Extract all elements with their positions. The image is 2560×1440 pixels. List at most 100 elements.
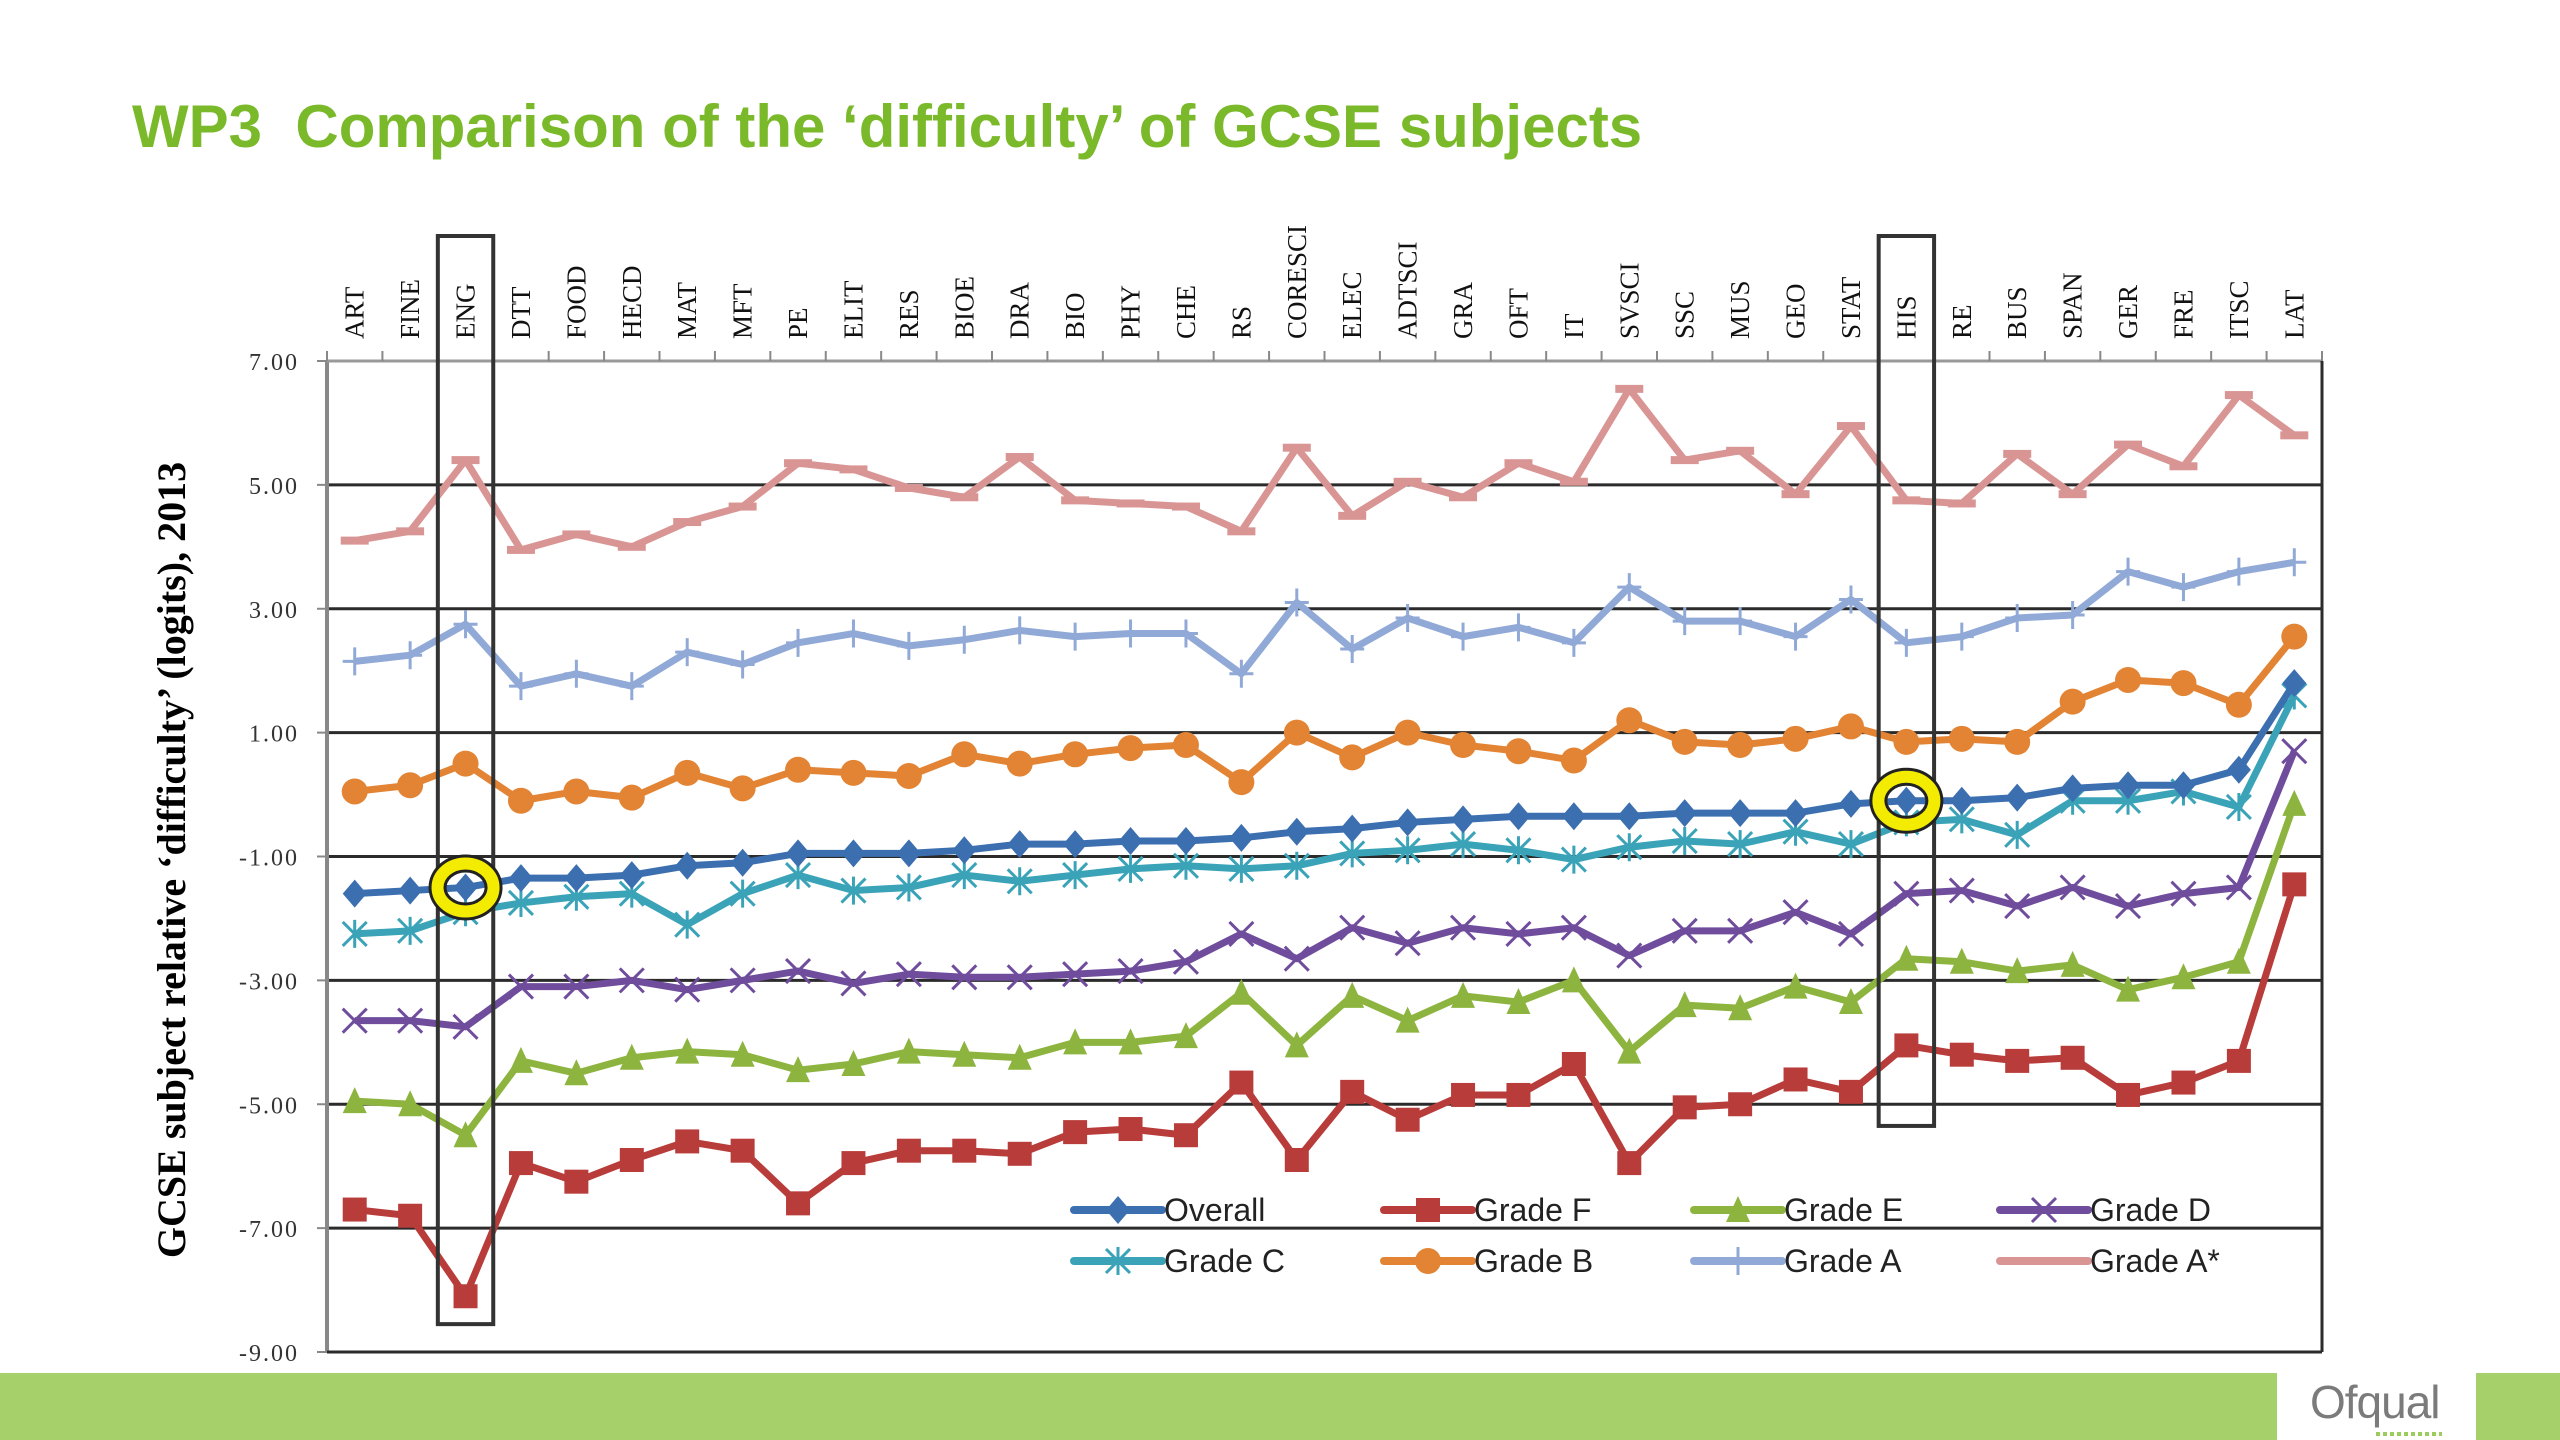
data-point-grade-a-star-fine (396, 527, 425, 536)
data-point-grade-a-star-adtsci (1393, 477, 1422, 486)
data-point-grade-f-ssc (1672, 1095, 1697, 1120)
x-tick-label-stat: STAT (1836, 276, 1866, 339)
legend-label: Grade C (1164, 1243, 1285, 1279)
data-point-grade-f-res (896, 1138, 921, 1163)
data-point-grade-f-adtsci (1395, 1107, 1420, 1132)
data-point-grade-f-hecd (619, 1147, 644, 1172)
data-point-grade-f-elec (1340, 1079, 1365, 1104)
x-tick-labels: ART FINE ENG DTT FOOD HECD MAT MFT PE ELIT RES BIOE… (340, 225, 2310, 339)
data-point-grade-e-itsc (2226, 947, 2251, 974)
logo-text: Ofqual (2310, 1376, 2441, 1428)
series-grade-f (342, 872, 2307, 1309)
data-point-grade-b-bio (1062, 741, 1089, 768)
data-point-grade-a-star-mat (673, 518, 702, 527)
data-point-grade-a-star-bioe (950, 493, 979, 502)
data-point-grade-d-phy (1117, 958, 1144, 985)
y-tick-label: 7.00 (249, 350, 299, 376)
data-point-grade-a-adtsci (1395, 604, 1420, 633)
data-point-overall-eng (453, 873, 478, 902)
data-point-grade-e-dra (1007, 1043, 1032, 1070)
data-point-grade-c-svsci (1616, 833, 1643, 862)
data-point-grade-e-che (1173, 1022, 1198, 1049)
data-point-overall-art (342, 879, 367, 908)
legend-marker (2030, 1257, 2058, 1265)
data-point-grade-a-star-art (340, 536, 369, 545)
data-point-grade-e-oft (1506, 988, 1531, 1015)
series-grade-a (342, 548, 2307, 701)
data-point-grade-e-elit (841, 1049, 866, 1076)
data-point-grade-d-itsc (2225, 874, 2252, 901)
data-point-grade-a-dra (1007, 616, 1032, 645)
legend-label: Grade F (1474, 1192, 1591, 1228)
data-point-grade-d-eng (452, 1013, 479, 1040)
data-point-grade-c-stat (1837, 830, 1865, 859)
series-grade-a-star (340, 384, 2309, 554)
data-point-grade-c-phy (1117, 854, 1144, 883)
x-tick-label-fre: FRE (2168, 289, 2198, 339)
highlight-circle-eng (431, 857, 500, 918)
data-point-grade-c-bus (2004, 820, 2031, 849)
data-point-overall-food (564, 864, 589, 893)
y-tick-label: -5.00 (239, 1093, 299, 1119)
data-point-grade-e-mus (1728, 994, 1753, 1021)
data-point-overall-adtsci (1395, 808, 1420, 837)
data-point-grade-f-elit (841, 1151, 866, 1176)
x-tick-label-svsci: SVSCI (1614, 262, 1644, 339)
data-point-grade-d-art (341, 1007, 368, 1034)
data-point-grade-a-bioe (952, 625, 977, 654)
x-tick-label-ger: GER (2113, 285, 2143, 339)
data-point-overall-geo (1783, 799, 1808, 828)
slide-title: WP3 Comparison of the ‘difficulty’ of GC… (132, 93, 1643, 160)
legend-marker (1106, 1196, 1130, 1224)
x-tick-label-bioe: BIOE (949, 276, 979, 339)
data-point-grade-e-it (1561, 966, 1586, 993)
data-point-grade-e-eng (453, 1121, 478, 1148)
data-point-overall-fine (398, 876, 423, 905)
data-point-grade-d-che (1172, 948, 1200, 975)
data-point-grade-d-bioe (951, 964, 978, 991)
data-point-overall-bus (2005, 783, 2030, 812)
data-point-grade-f-mft (730, 1138, 755, 1163)
data-point-grade-f-oft (1506, 1082, 1531, 1107)
data-point-grade-a-star-elit (839, 465, 868, 474)
data-point-grade-c-itsc (2225, 792, 2252, 821)
data-point-grade-b-pe (785, 756, 812, 783)
data-point-overall-coresci (1284, 817, 1309, 846)
data-point-grade-b-svsci (1616, 707, 1643, 734)
data-point-grade-a-elec (1340, 635, 1365, 664)
data-point-grade-a-phy (1118, 619, 1143, 648)
series-grade-b (341, 623, 2308, 814)
data-point-overall-itsc (2226, 755, 2251, 784)
data-point-grade-b-geo (1782, 725, 1809, 752)
x-tick-label-itsc: ITSC (2224, 280, 2254, 339)
data-point-grade-a-star-gra (1449, 493, 1478, 502)
data-point-grade-e-adtsci (1395, 1006, 1420, 1033)
data-point-grade-a-star-coresci (1282, 443, 1311, 452)
x-tick-label-oft: OFT (1503, 287, 1533, 339)
data-point-grade-f-ger (2116, 1082, 2141, 1107)
data-point-grade-c-bio (1062, 861, 1089, 890)
x-tick-label-ssc: SSC (1670, 291, 1700, 339)
x-tick-label-food: FOOD (561, 265, 591, 339)
data-point-grade-b-eng (452, 750, 479, 777)
data-point-grade-a-star-rs (1227, 527, 1256, 536)
data-point-grade-d-oft (1505, 920, 1532, 947)
data-point-grade-b-lat (2281, 623, 2308, 650)
legend-label: Grade A (1784, 1243, 1902, 1279)
legend-marker (1104, 1247, 1132, 1275)
data-point-grade-f-bio (1063, 1120, 1088, 1145)
data-point-grade-a-star-bus (2003, 449, 2032, 458)
data-point-grade-f-coresci (1284, 1147, 1309, 1172)
data-point-grade-b-food (563, 778, 590, 805)
x-tick-label-it: IT (1559, 313, 1589, 339)
data-point-grade-a-rs (1229, 659, 1254, 688)
data-point-grade-a-it (1561, 628, 1586, 657)
data-point-grade-a-star-dtt (506, 545, 535, 554)
data-point-grade-a-bus (2005, 604, 2030, 633)
data-point-grade-a-hecd (619, 672, 644, 701)
data-point-grade-a-star-ger (2114, 440, 2143, 449)
data-point-grade-a-star-fre (2169, 462, 2198, 471)
data-point-grade-a-star-his (1892, 496, 1921, 505)
data-point-grade-d-res (895, 961, 922, 988)
data-point-grade-b-span (2059, 688, 2086, 715)
